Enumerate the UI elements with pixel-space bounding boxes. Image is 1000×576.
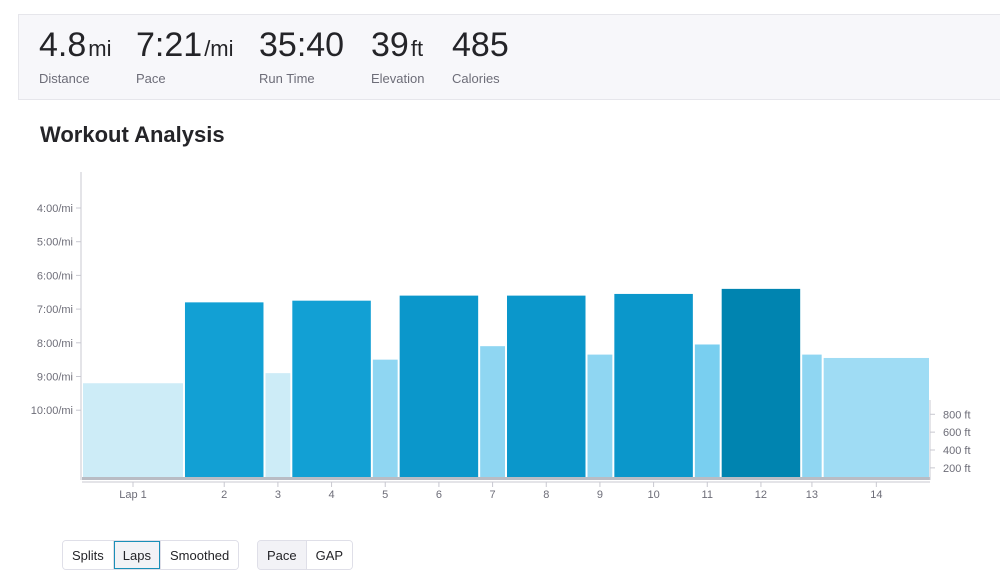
y2-tick-label: 600 ft: [943, 427, 971, 439]
y-tick-label: 7:00/mi: [37, 304, 73, 316]
lap-bar[interactable]: [587, 354, 613, 480]
lap-bar[interactable]: [372, 359, 398, 480]
x-tick-label: 11: [702, 489, 713, 501]
x-tick-label: 13: [806, 489, 818, 501]
stat-pace-label: Pace: [136, 71, 166, 86]
lap-bar[interactable]: [614, 293, 693, 480]
stat-elevation: 39ft Elevation: [371, 27, 424, 86]
lap-bar[interactable]: [802, 354, 822, 480]
x-tick-label: 4: [329, 489, 335, 501]
pace-button[interactable]: Pace: [258, 541, 306, 569]
view-toggle: Splits Laps Smoothed: [62, 540, 240, 570]
lap-bar[interactable]: [399, 295, 479, 480]
lap-bar[interactable]: [721, 288, 801, 480]
stat-run-time-value: 35:40: [259, 26, 345, 64]
x-tick-label: 7: [490, 489, 496, 501]
lap-bar[interactable]: [265, 373, 291, 480]
y2-tick-label: 400 ft: [943, 445, 971, 457]
section-title: Workout Analysis: [40, 122, 225, 147]
stat-calories-value: 485: [452, 26, 509, 64]
y-tick-label: 9:00/mi: [37, 372, 73, 384]
stat-pace-value: 7:21: [136, 26, 203, 64]
x-tick-label: 3: [275, 489, 281, 501]
y-tick-label: 4:00/mi: [37, 203, 73, 215]
stat-distance-label: Distance: [39, 71, 90, 86]
stat-run-time-label: Run Time: [259, 71, 315, 86]
smoothed-button[interactable]: Smoothed: [160, 541, 239, 569]
stat-pace: 7:21/mi Pace: [136, 27, 234, 86]
gap-button[interactable]: GAP: [305, 541, 353, 569]
stat-calories: 485 Calories: [452, 27, 511, 86]
stat-elevation-value: 39: [371, 26, 409, 64]
x-tick-label: 9: [597, 489, 603, 501]
stat-distance: 4.8mi Distance: [39, 27, 111, 86]
workout-analysis-chart[interactable]: 4:00/mi 5:00/mi 6:00/mi 7:00/mi 8:00/mi 9:00/…: [0, 160, 1000, 510]
stat-elevation-unit: ft: [410, 36, 424, 61]
metric-toggle: Pace GAP: [257, 540, 354, 570]
lap-bar[interactable]: [83, 383, 183, 480]
x-tick-label: 5: [382, 489, 388, 501]
stat-distance-unit: mi: [88, 36, 112, 61]
lap-bar[interactable]: [507, 295, 586, 480]
x-tick-label: 2: [221, 489, 227, 501]
y-tick-label: 5:00/mi: [37, 237, 73, 249]
y2-tick-label: 200 ft: [943, 463, 971, 475]
x-tick-label: 10: [647, 489, 659, 501]
elevation-profile: [82, 477, 930, 480]
y-tick-label: 6:00/mi: [37, 270, 73, 282]
splits-button[interactable]: Splits: [63, 541, 113, 569]
lap-bar[interactable]: [694, 344, 720, 480]
stat-pace-unit: /mi: [204, 36, 234, 61]
y-tick-label: 10:00/mi: [31, 405, 73, 417]
y2-tick-label: 800 ft: [943, 409, 971, 421]
y-tick-label: 8:00/mi: [37, 338, 73, 350]
stat-calories-label: Calories: [452, 71, 500, 86]
x-tick-label: 12: [755, 489, 767, 501]
stat-elevation-label: Elevation: [371, 71, 425, 86]
laps-button[interactable]: Laps: [112, 541, 160, 569]
x-tick-label: 8: [543, 489, 549, 501]
lap-bar[interactable]: [184, 302, 264, 480]
stat-distance-value: 4.8: [39, 26, 87, 64]
stats-bar: 4.8mi Distance 7:21/mi Pace 35:40 Run Ti…: [18, 14, 1000, 100]
x-tick-label: Lap 1: [119, 489, 147, 501]
lap-bar[interactable]: [480, 346, 505, 480]
x-tick-label: 14: [870, 489, 882, 501]
x-tick-label: 6: [436, 489, 442, 501]
stat-run-time: 35:40 Run Time: [259, 27, 346, 86]
lap-bar[interactable]: [823, 357, 929, 480]
lap-bar[interactable]: [292, 300, 371, 480]
